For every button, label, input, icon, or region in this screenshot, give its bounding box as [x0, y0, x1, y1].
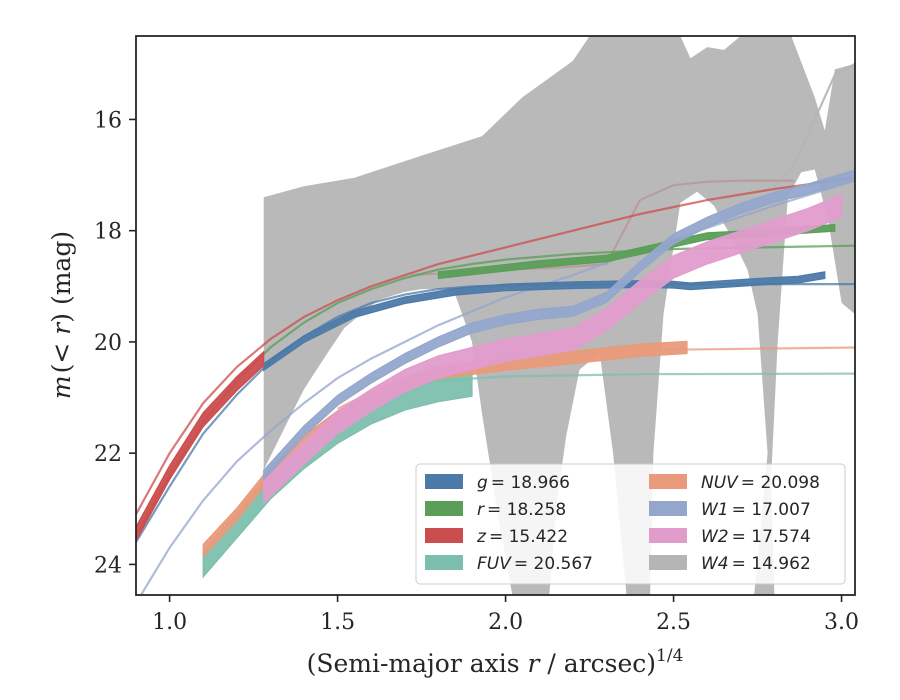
- y-tick-label: 18: [94, 220, 122, 245]
- x-tick-label: 3.0: [824, 610, 859, 635]
- legend-swatch-w2: [649, 528, 687, 543]
- legend-label-nuv: NUV = 20.098: [701, 473, 820, 493]
- legend-label-r: r = 18.258: [477, 500, 566, 520]
- y-axis-label: m(< r) (mag): [47, 231, 76, 399]
- series-band-g: [263, 271, 826, 372]
- series-band-z: [136, 350, 265, 542]
- legend-swatch-w4: [649, 555, 687, 570]
- legend-label-g: g = 18.966: [477, 473, 570, 493]
- series-band-w1: [263, 169, 855, 482]
- legend-label-z: z = 15.422: [476, 527, 568, 547]
- legend-label-w1: W1 = 17.007: [701, 500, 811, 520]
- y-tick-label: 16: [94, 108, 122, 133]
- legend-swatch-fuv: [425, 555, 463, 570]
- plot-area: [136, 36, 855, 595]
- x-tick-label: 2.5: [656, 610, 691, 635]
- series-model-w4: [773, 62, 855, 187]
- legend-swatch-z: [425, 528, 463, 543]
- legend-swatch-g: [425, 474, 463, 489]
- x-axis-label: (Semi-major axis r / arcsec)1/4: [307, 646, 684, 678]
- legend-swatch-nuv: [649, 474, 687, 489]
- legend-label-w4: W4 = 14.962: [701, 554, 811, 574]
- legend-swatch-r: [425, 501, 463, 516]
- series-band-w2: [263, 193, 843, 505]
- x-tick-label: 2.0: [488, 610, 523, 635]
- legend: g = 18.966 r = 18.258 z = 15.422 FUV = 20.567 NU…: [415, 463, 846, 585]
- y-tick-label: 20: [94, 331, 122, 356]
- series-model-z: [136, 176, 855, 515]
- x-tick-label: 1.5: [320, 610, 355, 635]
- y-tick-label: 22: [94, 442, 122, 467]
- plot-frame: [135, 35, 856, 596]
- legend-label-fuv: FUV = 20.567: [477, 554, 593, 574]
- legend-swatch-w1: [649, 501, 687, 516]
- axis-ticks: 1.0 1.5 2.0 2.5 3.0 16 18 20 22 24: [94, 108, 859, 635]
- y-tick-label: 24: [94, 553, 122, 578]
- series-band-r: [437, 223, 836, 280]
- legend-label-w2: W2 = 17.574: [701, 527, 811, 547]
- x-tick-label: 1.0: [152, 610, 187, 635]
- legend-frame: [415, 463, 846, 585]
